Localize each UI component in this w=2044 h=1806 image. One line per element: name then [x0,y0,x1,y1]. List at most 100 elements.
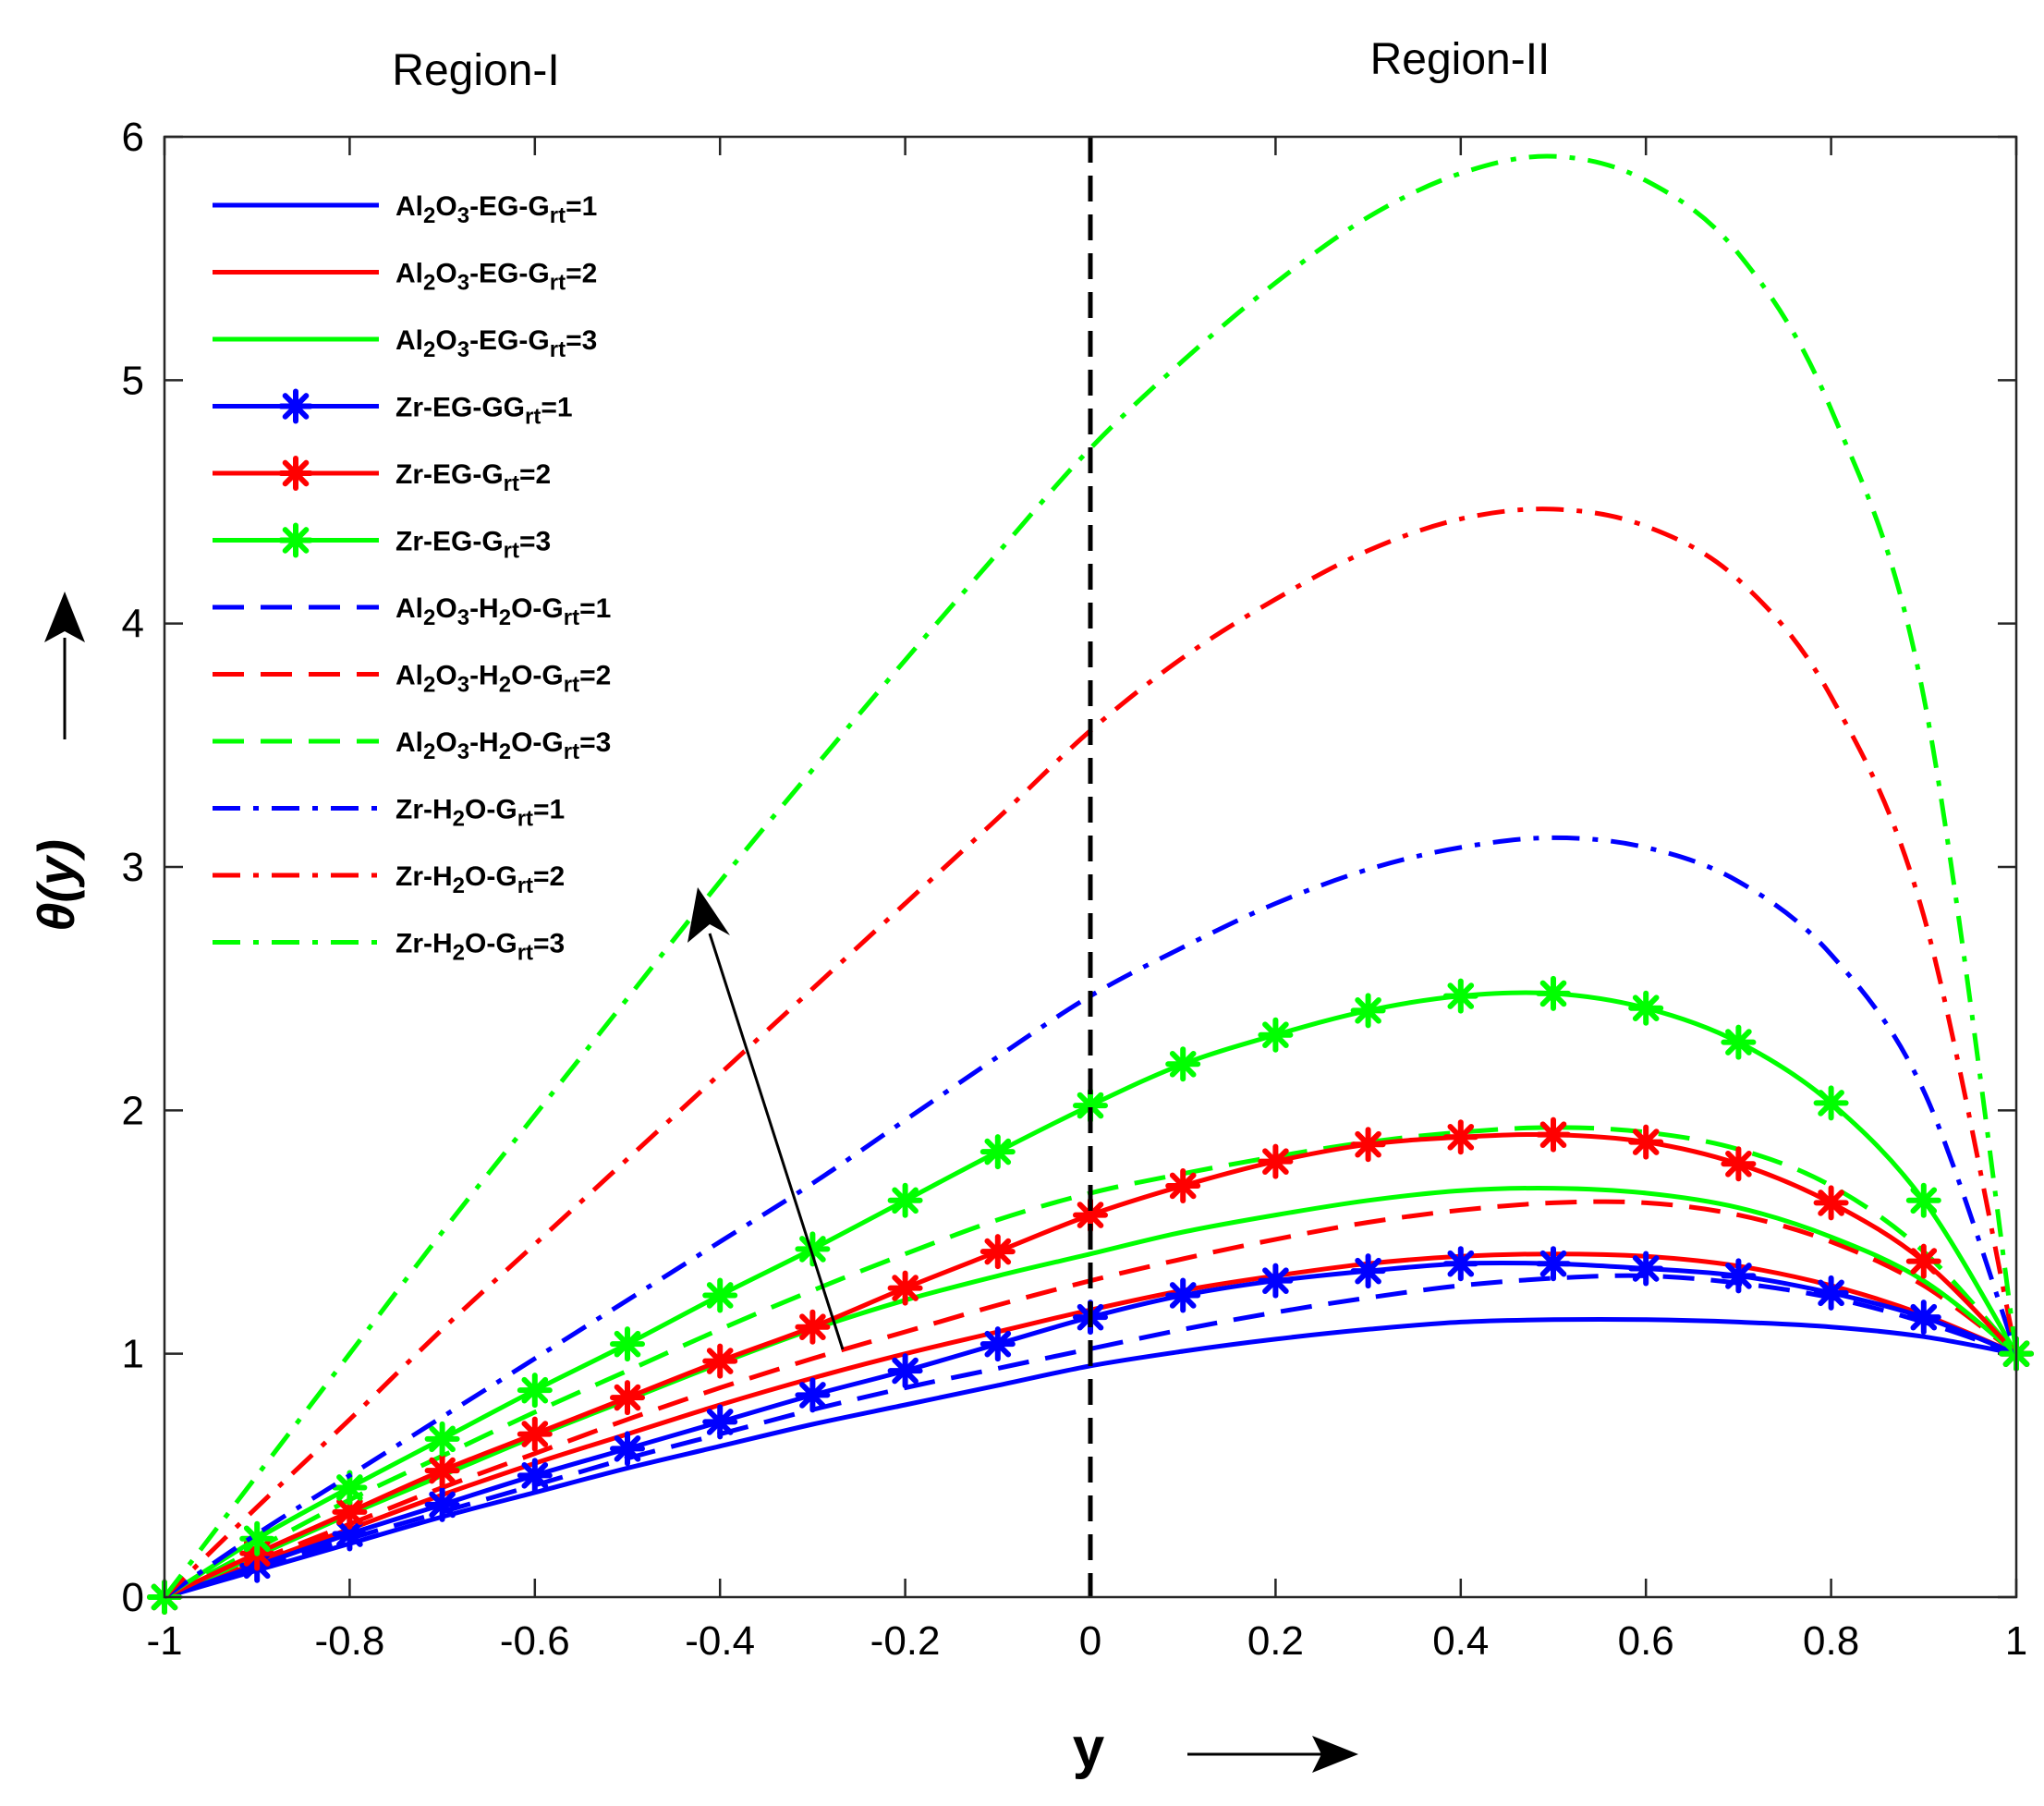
data-point-marker [1905,1300,1941,1336]
data-point-marker [610,1431,645,1467]
data-point-marker [702,1343,738,1379]
legend-item: Al2O3-EG-Grt=3 [213,325,597,362]
x-tick-label: 1 [2005,1618,2027,1664]
legend-label: Zr-EG-GGrt=1 [395,393,573,430]
data-point-marker [1628,1124,1664,1160]
data-point-marker [887,1353,923,1389]
legend-label: Al2O3-EG-Grt=2 [395,259,597,296]
x-tick-label: -0.6 [500,1618,570,1664]
data-point-marker [1813,1275,1849,1311]
data-point-marker [1258,1263,1294,1299]
x-tick-label: 0.2 [1247,1618,1304,1664]
legend-label: Zr-EG-Grt=3 [395,527,551,564]
data-point-marker [278,388,313,424]
data-point-marker [278,456,313,491]
legend-label: Zr-H2O-Grt=2 [395,861,565,898]
data-point-marker [1073,1088,1108,1124]
series-Zr-H2O-Grt=2 [163,506,2019,1599]
series-line [163,835,2019,1600]
data-point-marker [610,1326,645,1362]
y-tick-label: 6 [122,115,144,160]
data-point-marker [1258,1017,1294,1053]
data-point-marker [795,1231,831,1267]
legend-item: Zr-EG-Grt=2 [213,456,551,496]
data-point-marker [1628,990,1664,1026]
legend-item: Al2O3-EG-Grt=1 [213,191,597,228]
data-point-marker [1350,1253,1386,1289]
data-point-marker [1073,1197,1108,1233]
data-point-marker [795,1309,831,1345]
legend-item: Zr-EG-GGrt=1 [213,388,573,430]
legend-label: Al2O3-EG-Grt=3 [395,325,597,362]
legend-item: Zr-H2O-Grt=1 [213,795,565,832]
data-point-marker [887,1182,923,1218]
data-point-marker [1165,1167,1201,1203]
x-tick-label: -1 [146,1618,182,1664]
data-point-marker [1813,1185,1849,1221]
x-axis-label: y [1073,1716,1105,1780]
data-point-marker [1905,1182,1941,1218]
series-line [163,1125,2018,1600]
data-point-marker [1721,1146,1757,1182]
data-point-marker [278,522,313,558]
y-tick-label: 5 [122,358,144,403]
data-point-marker [795,1377,831,1413]
y-tick-label: 2 [122,1088,144,1133]
series-Zr-H2O-Grt=1 [163,835,2019,1600]
data-point-marker [1350,1127,1386,1163]
data-point-marker [424,1453,460,1489]
x-tick-label: 0.6 [1618,1618,1674,1664]
data-point-marker [1721,1024,1757,1060]
data-point-marker [1165,1277,1201,1313]
data-point-marker [1628,1251,1664,1287]
legend-label: Zr-EG-Grt=2 [395,459,551,496]
x-tick-label: -0.8 [314,1618,384,1664]
x-tick-label: -0.2 [870,1618,941,1664]
data-point-marker [517,1373,553,1409]
legend-item: Al2O3-H2O-Grt=3 [213,727,611,764]
data-point-marker [1258,1143,1294,1179]
series-Al2O3-EG-Grt=3 [163,1186,2018,1600]
data-point-marker [517,1416,553,1452]
data-point-marker [887,1270,923,1306]
data-point-marker [1442,1246,1478,1282]
x-axis-arrow [1187,1736,1358,1773]
series-Zr-EG-Grt=3 [147,975,2034,1615]
data-point-marker [1442,1119,1478,1155]
data-point-marker [702,1277,738,1313]
series-line [163,1186,2018,1600]
legend-item: Zr-H2O-Grt=2 [213,861,565,898]
y-axis-label: θ(y) [27,839,85,932]
y-axis-arrow [44,592,85,739]
y-tick-label: 0 [122,1575,144,1620]
data-point-marker [1536,1246,1571,1282]
data-point-marker [979,1134,1016,1170]
legend: Al2O3-EG-Grt=1 Al2O3-EG-Grt=2 Al2O3-EG-Grt… [213,191,611,966]
data-point-marker [1442,978,1478,1014]
y-tick-label: 1 [122,1332,144,1377]
x-tick-label: 0 [1079,1618,1101,1664]
legend-label: Zr-H2O-Grt=3 [395,929,565,966]
region-ii-label: Region-II [1370,35,1551,84]
legend-item: Al2O3-H2O-Grt=1 [213,593,611,630]
x-tick-label: 0.4 [1432,1618,1489,1664]
plot-frame [163,135,2018,1599]
region-i-label: Region-I [392,46,559,95]
x-tick-label: 0.8 [1803,1618,1859,1664]
data-point-marker [1350,993,1386,1029]
legend-label: Al2O3-EG-Grt=1 [395,191,597,228]
data-point-marker [979,1326,1016,1362]
data-point-marker [979,1234,1016,1270]
series-Zr-EG-Grt=2 [147,1117,2034,1615]
legend-label: Al2O3-H2O-Grt=3 [395,727,611,764]
legend-item: Al2O3-EG-Grt=2 [213,259,597,296]
legend-item: Zr-H2O-Grt=3 [213,929,565,966]
data-point-marker [1813,1085,1849,1121]
legend-label: Al2O3-H2O-Grt=2 [395,661,611,698]
data-point-marker [1905,1243,1941,1279]
x-tick-label: -0.4 [685,1618,755,1664]
data-point-marker [517,1458,553,1494]
legend-label: Al2O3-H2O-Grt=1 [395,593,611,630]
series-line [163,506,2019,1599]
